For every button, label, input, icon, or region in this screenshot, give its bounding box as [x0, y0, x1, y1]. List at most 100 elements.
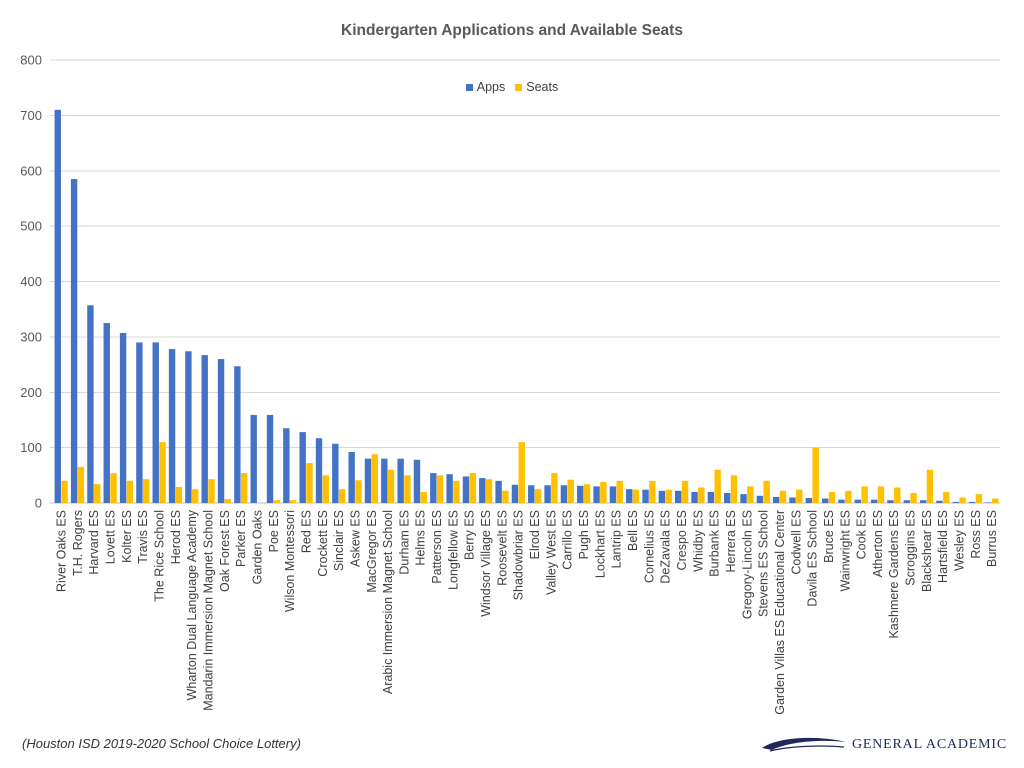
x-tick-label: Durham ES [397, 510, 411, 575]
x-tick-label: Roosevelt ES [495, 510, 509, 586]
x-tick-label: MacGregor ES [365, 510, 379, 593]
x-tick-label: DeZavala ES [659, 510, 673, 584]
apps-bar [495, 480, 502, 503]
apps-bar [707, 491, 715, 503]
seats-bar [812, 447, 819, 503]
x-tick-label: Wainwright ES [838, 510, 852, 592]
y-tick-label: 100 [20, 440, 42, 455]
legend-label-apps: Apps [476, 80, 506, 94]
x-tick-label: Garden Villas ES Educational Center [773, 510, 787, 715]
seats-bar [665, 489, 672, 503]
apps-bar [234, 366, 241, 503]
apps-bar [54, 109, 61, 504]
seats-bar [289, 500, 297, 503]
apps-bar [185, 351, 192, 503]
apps-bar [217, 359, 225, 503]
apps-bar [952, 501, 959, 503]
y-tick-label: 600 [20, 163, 42, 178]
apps-bar [168, 349, 176, 503]
apps-bar [250, 414, 257, 503]
seats-bar [338, 489, 346, 503]
x-tick-label: Askew ES [348, 510, 362, 567]
seats-bar [828, 491, 836, 503]
x-tick-label: Kolter ES [120, 510, 134, 563]
y-tick-label: 500 [20, 219, 42, 234]
seats-bar [502, 490, 509, 503]
x-tick-label: Wilson Montessori [283, 510, 297, 612]
x-tick-label: Helms ES [414, 510, 428, 566]
seats-bar [453, 480, 460, 503]
x-tick-label: Pugh ES [577, 510, 591, 559]
seats-bar [910, 493, 917, 503]
seats-bar [404, 475, 411, 503]
x-tick-label: Herod ES [169, 510, 183, 564]
x-tick-label: Red ES [299, 510, 313, 553]
x-tick-label: Davila ES School [806, 510, 820, 607]
apps-bar [756, 495, 764, 503]
apps-bar [936, 500, 943, 503]
legend-item-apps: Apps [465, 80, 506, 94]
apps-bar [283, 428, 290, 503]
y-tick-label: 200 [20, 385, 42, 400]
x-tick-label: Atherton ES [871, 510, 885, 577]
x-tick-label: Bruce ES [822, 510, 836, 563]
apps-bar [870, 499, 878, 503]
x-tick-label: Elrod ES [528, 510, 542, 559]
x-tick-label: Lovett ES [104, 510, 118, 564]
seats-bar [877, 486, 885, 503]
apps-bar [544, 485, 551, 503]
seats-bar [583, 484, 591, 503]
seats-bar [240, 473, 248, 503]
seats-bar [959, 497, 966, 503]
x-tick-label: Valley West ES [544, 510, 558, 595]
x-tick-label: Kashmere Gardens ES [887, 510, 901, 639]
seats-bar [763, 480, 770, 503]
seats-bar [600, 481, 607, 503]
apps-bar [985, 502, 992, 503]
seats-bar [714, 469, 721, 503]
apps-bar [691, 491, 698, 503]
seats-bar [845, 490, 852, 503]
apps-bar [70, 179, 78, 503]
apps-bar [462, 476, 470, 503]
legend-label-seats: Seats [526, 80, 559, 94]
x-tick-label: Shadowbriar ES [512, 510, 526, 600]
seats-bar [551, 473, 558, 503]
x-tick-label: Lockhart ES [593, 510, 607, 578]
y-tick-label: 0 [35, 496, 42, 511]
seats-legend-swatch [515, 83, 523, 91]
x-tick-label: Berry ES [463, 510, 477, 560]
x-tick-label: Patterson ES [430, 510, 444, 584]
x-tick-label: Bell ES [626, 510, 640, 551]
x-tick-label: Poe ES [267, 510, 281, 552]
apps-bar [136, 342, 143, 503]
source-note: (Houston ISD 2019-2020 School Choice Lot… [22, 736, 301, 751]
bar-series [54, 109, 999, 504]
apps-bar [903, 500, 910, 503]
logo-wordmark: GENERAL ACADEMIC [852, 737, 1008, 752]
y-tick-label: 800 [20, 53, 42, 68]
seats-bar [355, 480, 362, 503]
seats-bar [518, 442, 525, 503]
x-tick-label: Gregory-Lincoln ES [740, 510, 754, 619]
apps-bar [658, 490, 666, 503]
apps-bar [348, 452, 355, 503]
apps-bar [315, 438, 323, 503]
gridlines [50, 59, 1000, 504]
apps-legend-swatch [465, 83, 473, 91]
x-tick-label: Wesley ES [953, 510, 967, 571]
legend-item-seats: Seats [515, 80, 558, 94]
seats-bar [632, 489, 640, 503]
x-tick-label: Whidby ES [691, 510, 705, 572]
apps-bar [119, 332, 127, 503]
x-tick-label: Stevens ES School [757, 510, 771, 617]
x-tick-label: Cook ES [855, 510, 869, 559]
seats-bar [649, 480, 656, 503]
x-tick-label: Scroggins ES [904, 510, 918, 586]
seats-bar [175, 486, 183, 503]
apps-bar [772, 496, 780, 503]
apps-bar [152, 342, 159, 503]
apps-bar [740, 494, 747, 503]
